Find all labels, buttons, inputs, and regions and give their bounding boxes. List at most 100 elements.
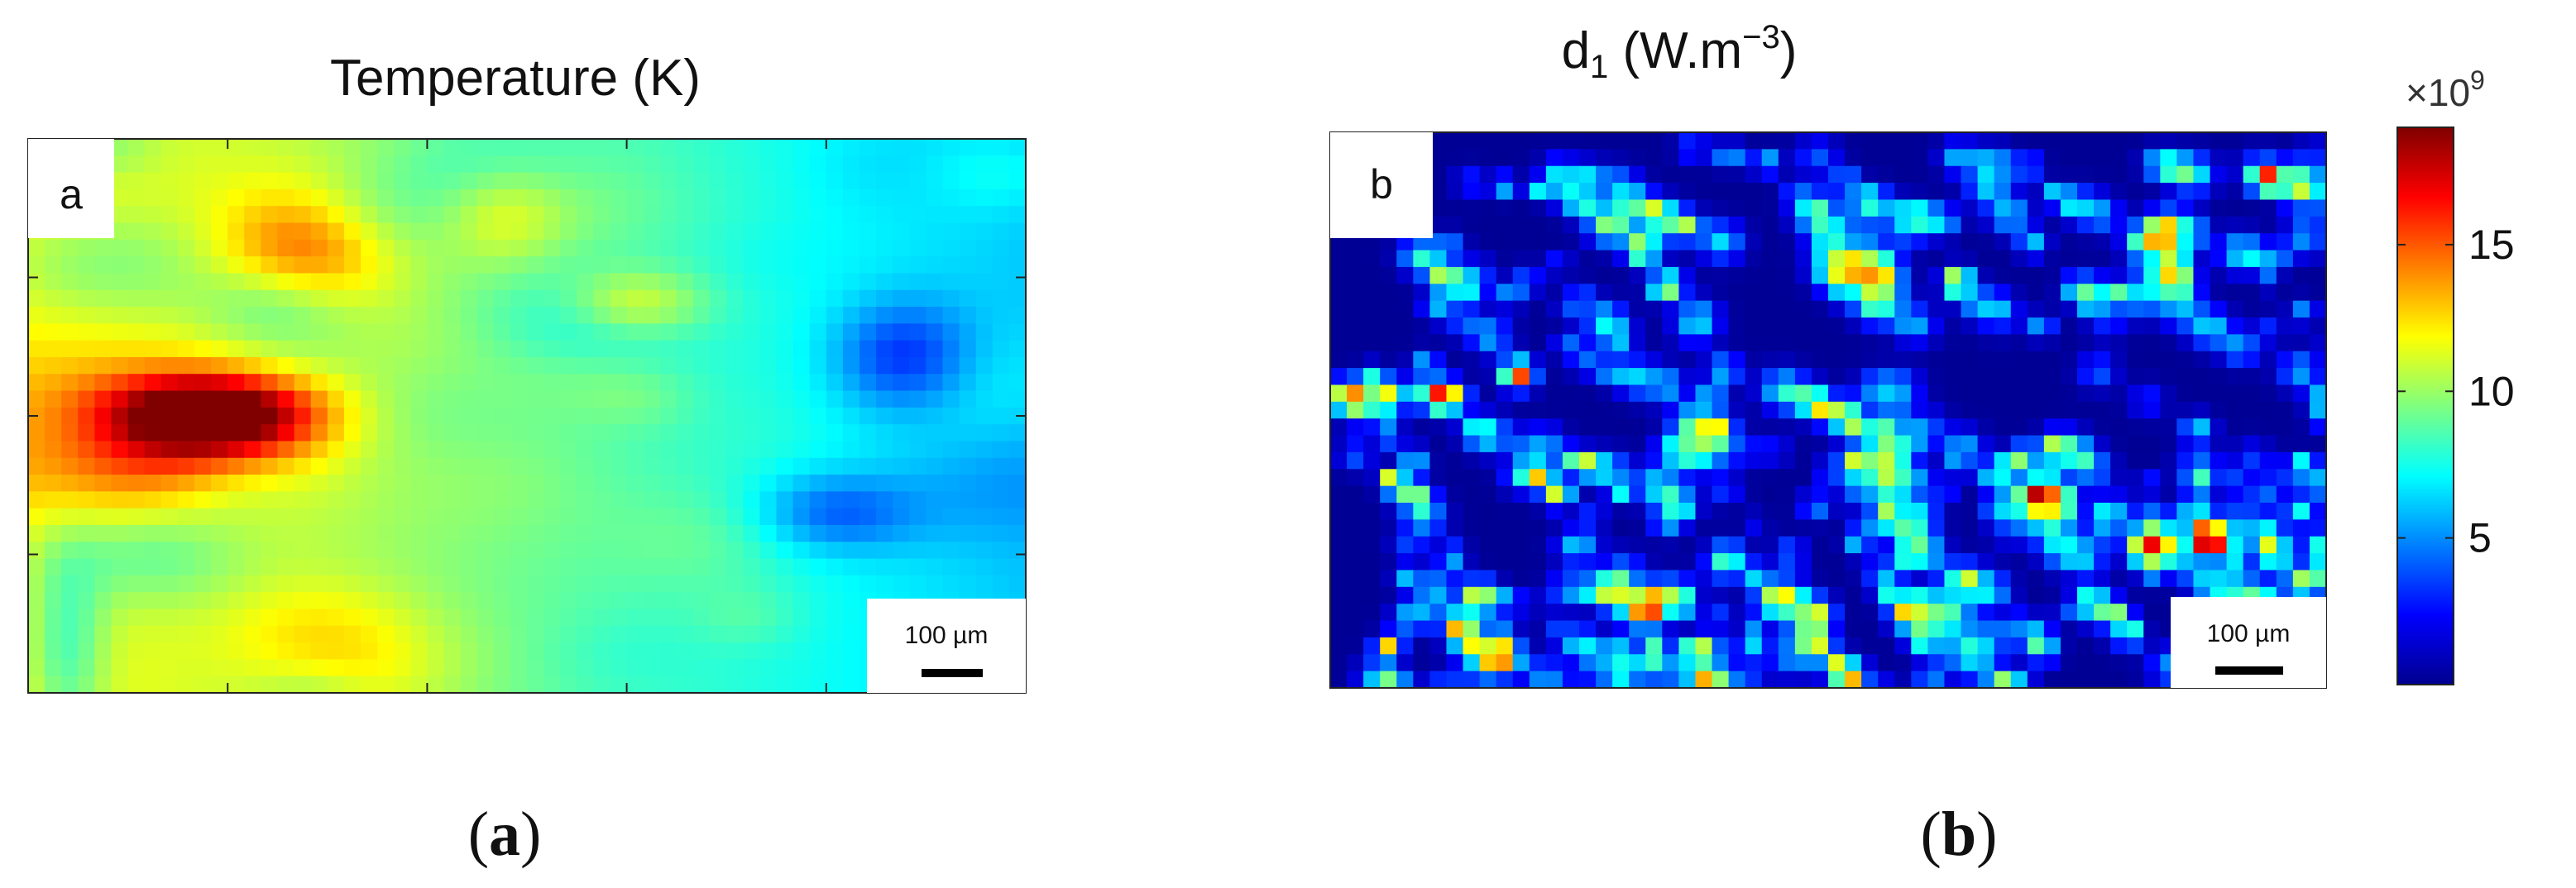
panel-label: a [60,171,83,217]
heatmap-cell [743,273,760,291]
heatmap-cell [1496,165,1514,184]
heatmap-cell [261,642,279,660]
heatmap-cell [1496,604,1514,622]
heatmap-cell [1645,451,1663,470]
heatmap-cell [277,475,295,492]
heatmap-cell [809,172,827,190]
heatmap-cell [659,508,678,526]
heatmap-cell [1878,317,1895,335]
heatmap-cell [61,307,79,324]
heatmap-cell [1529,216,1547,234]
heatmap-cell [1612,536,1630,554]
heatmap-cell [294,139,312,156]
heatmap-cell [2210,485,2228,504]
heatmap-cell [61,642,79,660]
heatmap-cell [893,155,910,174]
heatmap-cell [476,307,495,324]
heatmap-cell [127,524,146,542]
heatmap-cell [327,542,345,560]
heatmap-cell [211,575,228,593]
heatmap-cell [776,374,794,392]
heatmap-cell [1496,553,1514,571]
heatmap-cell [659,390,678,408]
heatmap-cell [2276,132,2294,150]
heatmap-cell [809,592,827,610]
heatmap-cell [410,390,428,408]
heatmap-cell [1894,233,1912,251]
heatmap-cell [1828,637,1846,655]
heatmap-cell [893,307,910,324]
heatmap-cell [1728,132,1746,150]
heatmap-cell [294,189,312,207]
heatmap-cell [1811,149,1829,167]
heatmap-cell [1612,165,1630,184]
heatmap-cell [2143,300,2161,318]
heatmap-cell [2077,519,2095,537]
heatmap-cell [543,172,561,190]
heatmap-cell [45,609,62,627]
heatmap-cell [659,172,678,190]
heatmap-cell [2043,519,2061,537]
heatmap-cell [1612,368,1630,386]
heatmap-cell [410,441,428,459]
heatmap-cell [992,273,1010,291]
heatmap-cell [626,155,644,174]
heatmap-cell [975,222,994,241]
heatmap-cell [1894,451,1912,470]
heatmap-cell [1347,469,1364,487]
heatmap-cell [28,609,45,627]
heatmap-cell [1794,451,1812,470]
heatmap-cell [2176,199,2195,217]
heatmap-cell [1496,351,1514,369]
scale-bar-label: 100 µm [905,622,989,649]
heatmap-cell [194,139,212,156]
heatmap-cell [593,155,611,174]
heatmap-cell [876,457,893,475]
heatmap-cell [327,625,345,643]
heatmap-cell [160,139,179,156]
heatmap-cell [1429,620,1448,638]
heatmap-cell [2077,199,2095,217]
heatmap-cell [45,575,62,593]
heatmap-cell [643,441,661,459]
heatmap-cell [659,575,678,593]
heatmap-cell [2043,604,2061,622]
heatmap-cell [1645,368,1663,386]
heatmap-cell [1695,233,1713,251]
heatmap-cell [926,575,944,593]
heatmap-cell [593,356,611,375]
heatmap-cell [1977,266,1995,284]
heatmap-cell [1894,284,1912,302]
heatmap-cell [1745,519,1763,537]
heatmap-cell [277,239,295,257]
heatmap-cell [1712,671,1730,689]
heatmap-cell [377,374,395,392]
heatmap-cell [2077,266,2095,284]
heatmap-cell [1545,300,1563,318]
heatmap-cell [926,239,944,257]
heatmap-cell [2027,604,2045,622]
heatmap-cell [1413,604,1430,622]
heatmap-cell [410,424,428,442]
heatmap-cell [127,307,146,324]
heatmap-cell [543,356,561,375]
heatmap-cell [244,374,261,392]
heatmap-cell [361,508,378,526]
heatmap-cell [2309,503,2327,520]
heatmap-cell [2127,317,2144,335]
heatmap-cell [310,222,328,241]
heatmap-cell [111,390,129,408]
heatmap-cell [1811,418,1829,437]
heatmap-cell [1828,418,1846,437]
heatmap-cell [1712,637,1730,655]
heatmap-cell [343,189,362,207]
heatmap-cell [1794,637,1812,655]
heatmap-cell [593,575,611,593]
heatmap-cell [759,441,778,459]
heatmap-cell [909,189,926,207]
heatmap-cell [959,206,977,224]
heatmap-cell [842,390,860,408]
heatmap-cell [1728,586,1746,604]
heatmap-cell [909,457,926,475]
heatmap-cell [792,172,811,190]
